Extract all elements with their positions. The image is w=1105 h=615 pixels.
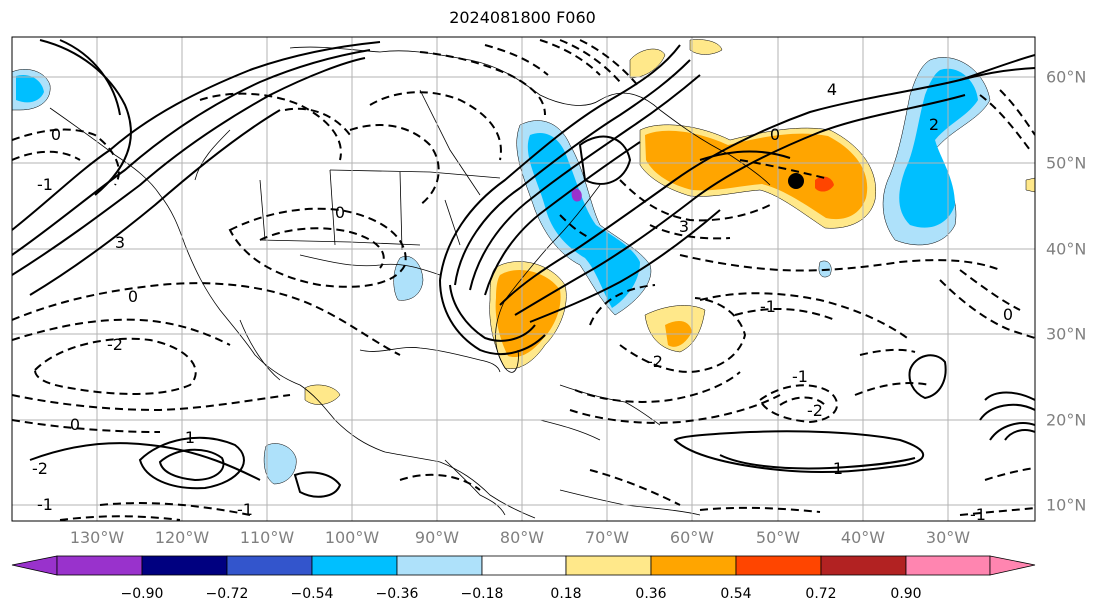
lon-label: 100°W: [324, 528, 380, 547]
map-frame: [11, 36, 1036, 522]
anomaly-red-orange: [815, 176, 834, 192]
lon-label: 70°W: [584, 528, 630, 547]
contour-label: -1: [760, 297, 776, 316]
lat-label: 10°N: [1046, 495, 1087, 515]
lon-label: 60°W: [669, 528, 715, 547]
colorbar: [11, 555, 1036, 576]
anomaly-blue: [16, 74, 44, 103]
contour-labels: 1 1 3 4 0 0 0 0 0 -2 -2 -2 -2 -1 -1 -1 -…: [32, 80, 1013, 524]
colorbar-tick-label: 0.54: [720, 586, 752, 602]
colorbar-tick-label: 0.36: [635, 586, 667, 602]
lon-label: 40°W: [840, 528, 886, 547]
contour-label: 3: [115, 233, 125, 252]
colorbar-segment: [905, 555, 991, 576]
colorbar-tick-label: −0.72: [205, 586, 249, 602]
contour-label: 0: [770, 125, 780, 144]
contour-label: -1: [37, 495, 53, 514]
lon-label: 30°W: [925, 528, 971, 547]
lon-label: 80°W: [499, 528, 545, 547]
contour-label: 0: [1003, 305, 1013, 324]
anomaly-yellow: [304, 384, 341, 405]
lon-label: 120°W: [154, 528, 210, 547]
colorbar-tick-label: 0.72: [805, 586, 837, 602]
lon-label: 50°W: [755, 528, 801, 547]
map-title: 2024081800 F060: [449, 8, 596, 27]
lat-label: 50°N: [1046, 153, 1087, 173]
colorbar-segment: [650, 555, 737, 576]
contour-label: -2: [807, 401, 823, 420]
contour-label: 1: [185, 428, 195, 447]
contour-label: 0: [335, 203, 345, 222]
lat-label: 30°N: [1046, 324, 1087, 344]
anomaly-yellow: [1025, 177, 1035, 193]
anomaly-yellow: [689, 39, 723, 55]
dashed-contours: [12, 39, 1035, 521]
colorbar-segment: [565, 555, 652, 576]
storm-center-marker: [788, 173, 804, 189]
colorbar-segment: [735, 555, 822, 576]
contour-label: -2: [107, 335, 123, 354]
colorbar-tick-label: 0.18: [550, 586, 582, 602]
anomaly-light-blue: [263, 443, 297, 485]
colorbar-segment: [56, 555, 143, 576]
contour-label: 0: [51, 125, 61, 144]
contour-label: 4: [827, 80, 837, 99]
colorbar-segment: [226, 555, 313, 576]
colorbar-max-arrow: [989, 555, 1036, 576]
lat-label: 40°N: [1046, 239, 1087, 259]
coastlines: [49, 46, 771, 519]
contour-label: -2: [647, 352, 663, 371]
contour-label: 3: [679, 217, 689, 236]
contour-label: -1: [237, 500, 253, 519]
lon-label: 90°W: [414, 528, 460, 547]
colorbar-min-arrow: [11, 555, 58, 576]
colorbar-tick-label: −0.54: [290, 586, 334, 602]
contour-label: 2: [929, 115, 939, 134]
anomaly-purple: [571, 188, 582, 202]
anomaly-blue: [527, 132, 640, 308]
colorbar-segment: [481, 555, 567, 576]
anomaly-blue: [899, 68, 978, 228]
contour-label: 0: [70, 415, 80, 434]
colorbar-segment: [820, 555, 907, 576]
anomaly-orange: [645, 130, 868, 220]
colorbar-segment: [396, 555, 483, 576]
solid-contours: [12, 39, 1035, 498]
lat-label: 60°N: [1046, 67, 1087, 87]
colorbar-tick-label: −0.90: [120, 586, 164, 602]
colorbar-segment: [311, 555, 398, 576]
colorbar-tick-label: 0.90: [890, 586, 922, 602]
lon-label: 130°W: [69, 528, 125, 547]
contour-label: -2: [32, 459, 48, 478]
contour-label: -1: [792, 367, 808, 386]
colorbar-tick-label: −0.18: [460, 586, 504, 602]
contour-label: -1: [970, 505, 986, 524]
lon-label: 110°W: [239, 528, 295, 547]
colorbar-segment: [141, 555, 228, 576]
contour-label: 1: [833, 459, 843, 478]
colorbar-tick-label: −0.36: [375, 586, 419, 602]
lat-label: 20°N: [1046, 410, 1087, 430]
contour-label: -1: [37, 175, 53, 194]
contour-label: 0: [128, 287, 138, 306]
